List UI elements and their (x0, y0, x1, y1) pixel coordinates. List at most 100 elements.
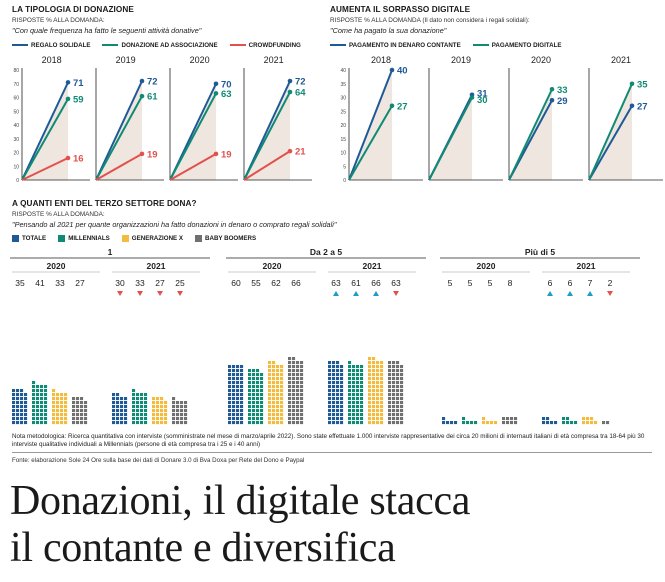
waffle-cell (232, 421, 236, 425)
waffle-cell (288, 409, 292, 413)
waffle-cell (44, 401, 48, 405)
waffle-cell (56, 413, 60, 417)
waffle-cell (44, 389, 48, 393)
waffle-cell (280, 421, 284, 425)
waffle-cell (562, 417, 566, 421)
waffle-cell (52, 405, 56, 409)
waffle-cell (288, 405, 292, 409)
waffle-cell (72, 413, 76, 417)
series-line (508, 88, 553, 181)
waffle-cell (336, 389, 340, 393)
value-label: 7 (588, 278, 593, 288)
waffle-cell (380, 361, 384, 365)
waffle-cell (252, 393, 256, 397)
waffle-cell (328, 393, 332, 397)
waffle-cell (392, 397, 396, 401)
waffle-cell (396, 393, 400, 397)
waffle-cell (164, 405, 168, 409)
waffle-cell (268, 385, 272, 389)
waffle-cell (84, 405, 88, 409)
waffle-cell (376, 377, 380, 381)
waffle-cell (392, 369, 396, 373)
waffle-cell (32, 381, 36, 385)
waffle-cell (164, 413, 168, 417)
waffle-cell (268, 421, 272, 425)
waffle-cell (388, 377, 392, 381)
waffle-cell (36, 389, 40, 393)
waffle-cell (172, 413, 176, 417)
waffle-cell (184, 409, 188, 413)
waffle-cell (332, 397, 336, 401)
waffle-cell (380, 373, 384, 377)
waffle-cell (40, 405, 44, 409)
data-label: 31 (477, 88, 488, 99)
waffle-cell (296, 397, 300, 401)
year-label: 2021 (363, 261, 382, 271)
waffle-cell (236, 389, 240, 393)
waffle-cell (372, 421, 376, 425)
waffle-cell (272, 389, 276, 393)
waffle-cell (280, 377, 284, 381)
series-line (588, 83, 633, 181)
waffle-cell (348, 361, 352, 365)
waffle-cell (12, 397, 16, 401)
waffle-cell (292, 369, 296, 373)
waffle-cell (32, 385, 36, 389)
legend-item: GENERAZIONE X (121, 235, 183, 242)
waffle-cell (60, 401, 64, 405)
waffle-cell (328, 381, 332, 385)
waffle-cell (144, 393, 148, 397)
waffle-cell (372, 361, 376, 365)
waffle-cell (228, 405, 232, 409)
value-label: 35 (15, 278, 25, 288)
waffle-cell (340, 365, 344, 369)
waffle-cell (400, 381, 404, 385)
waffle-cell (44, 405, 48, 409)
waffle-cell (160, 397, 164, 401)
waffle-cell (340, 413, 344, 417)
waffle-cell (352, 417, 356, 421)
waffle-cell (116, 393, 120, 397)
waffle-cell (360, 381, 364, 385)
waffle-cell (300, 361, 304, 365)
waffle-cell (76, 401, 80, 405)
waffle-cell (356, 413, 360, 417)
waffle-cell (232, 405, 236, 409)
waffle-cell (176, 409, 180, 413)
waffle-cell (256, 381, 260, 385)
waffle-cell (72, 405, 76, 409)
waffle-cell (144, 413, 148, 417)
waffle-cell (300, 421, 304, 425)
waffle-cell (360, 413, 364, 417)
waffle-cell (368, 401, 372, 405)
waffle-cell (360, 397, 364, 401)
digital-question: "Come ha pagato la sua donazione" (330, 26, 447, 35)
waffle-cell (260, 377, 264, 381)
waffle-cell (376, 405, 380, 409)
waffle-cell (276, 389, 280, 393)
waffle-cell (288, 385, 292, 389)
legend-label: TOTALE (22, 235, 47, 243)
series-line (95, 153, 143, 181)
waffle-cell (356, 409, 360, 413)
waffle-cell (400, 421, 404, 425)
waffle-cell (180, 417, 184, 421)
waffle-cell (360, 405, 364, 409)
waffle-cell (52, 401, 56, 405)
waffle-cell (388, 389, 392, 393)
series-point (389, 103, 395, 109)
waffle-cell (60, 397, 64, 401)
waffle-cell (240, 401, 244, 405)
value-label: 62 (271, 278, 281, 288)
waffle-cell (132, 389, 136, 393)
legend-item: REGALO SOLIDALE (12, 42, 90, 49)
waffle-cell (140, 397, 144, 401)
waffle-cell (152, 413, 156, 417)
waffle-cell (280, 381, 284, 385)
waffle-cell (72, 397, 76, 401)
waffle-cell (40, 389, 44, 393)
waffle-cell (124, 401, 128, 405)
waffle-cell (260, 405, 264, 409)
waffle-cell (136, 405, 140, 409)
value-label: 5 (488, 278, 493, 288)
